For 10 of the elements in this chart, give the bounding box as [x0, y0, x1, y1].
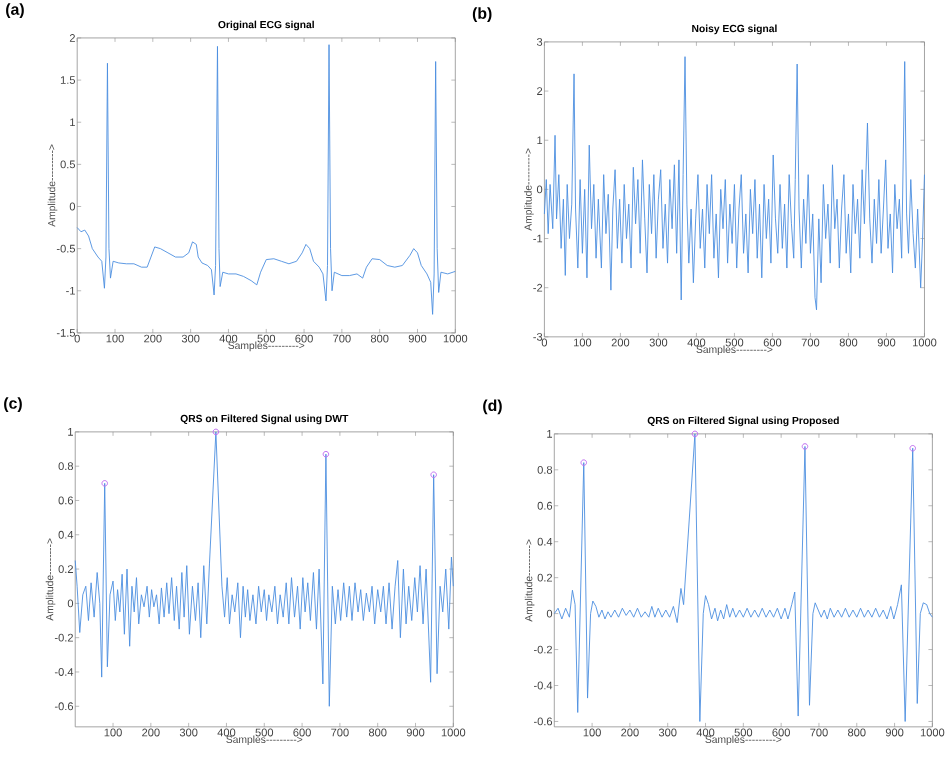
line-series [543, 56, 925, 311]
point [101, 479, 108, 487]
point [430, 471, 437, 478]
point [691, 430, 699, 437]
point [580, 459, 588, 466]
point [322, 450, 330, 458]
point [212, 428, 220, 435]
point [801, 442, 809, 450]
line-series [76, 44, 456, 315]
point [909, 444, 916, 452]
